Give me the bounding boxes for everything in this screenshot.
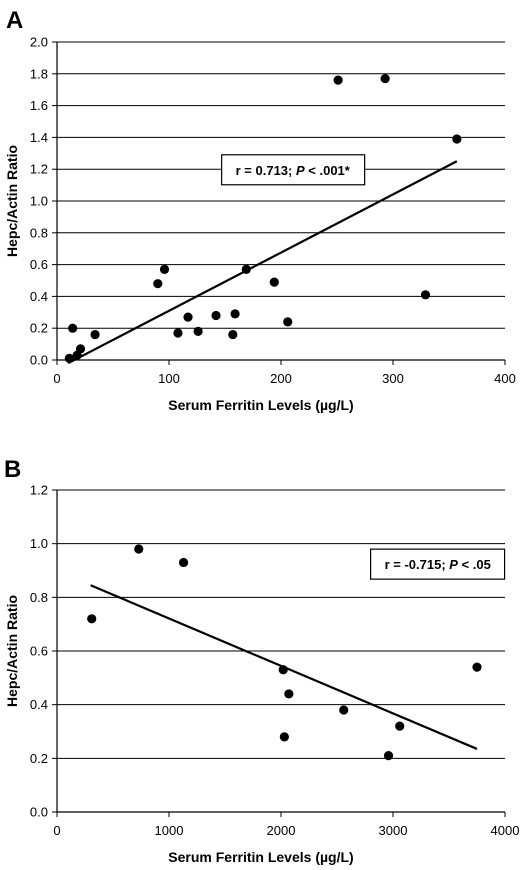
trendline	[67, 160, 458, 365]
y-tick-label: 1.8	[30, 66, 48, 81]
y-axis-title: Hepc/Actin Ratio	[4, 145, 20, 257]
data-point	[68, 323, 78, 333]
data-point	[159, 264, 170, 274]
x-tick-label: 4000	[491, 823, 520, 838]
y-axis-title: Hepc/Actin Ratio	[4, 595, 20, 707]
data-point	[178, 557, 189, 568]
annotation-r-value: r = 0.713;	[236, 163, 296, 178]
y-tick-label: 0.0	[30, 805, 48, 820]
data-point	[134, 544, 144, 554]
y-tick-label: 0.4	[30, 697, 48, 712]
x-axis-title: Serum Ferritin Levels (µg/L)	[168, 397, 353, 413]
x-tick-label: 400	[494, 371, 516, 386]
x-tick-label: 100	[158, 371, 180, 386]
data-point	[241, 264, 251, 274]
data-point	[228, 329, 238, 340]
y-tick-label: 0.6	[30, 257, 48, 272]
y-tick-label: 0.2	[30, 321, 48, 336]
data-point	[278, 665, 288, 675]
y-tick-label: 0.8	[30, 590, 48, 605]
x-tick-label: 0	[53, 371, 60, 386]
data-point	[420, 290, 431, 300]
y-tick-label: 1.4	[30, 130, 48, 145]
annotation-p-value: < .001*	[305, 163, 351, 178]
data-point	[339, 705, 349, 715]
data-point	[383, 751, 394, 761]
data-point	[64, 353, 74, 364]
y-tick-label: 2.0	[30, 35, 48, 50]
data-point	[193, 326, 203, 336]
data-point	[279, 732, 289, 742]
y-tick-label: 1.0	[30, 194, 48, 209]
y-tick-label: 1.2	[30, 483, 48, 498]
stats-annotation-text: r = -0.715; P < .05	[385, 557, 491, 572]
y-tick-label: 0.2	[30, 751, 48, 766]
annotation-p-symbol: P	[449, 557, 458, 572]
x-tick-label: 3000	[379, 823, 408, 838]
data-point	[452, 134, 462, 144]
data-point	[284, 689, 294, 699]
annotation-r-value: r = -0.715;	[385, 557, 450, 572]
x-tick-label: 300	[382, 371, 404, 386]
panel-a: A 0.0 0.2 0.4 0.6 0.8 1.0 1.2 1.4 1.6 1.8 2.0 0 100 20…	[4, 7, 516, 413]
y-tick-label: 0.4	[30, 289, 48, 304]
panel-letter: B	[4, 456, 21, 483]
y-tick-label: 0.6	[30, 644, 48, 659]
y-tick-label: 0.8	[30, 225, 48, 240]
data-point	[211, 310, 221, 321]
data-point	[183, 312, 193, 322]
data-point	[153, 279, 163, 289]
stats-annotation-box	[221, 154, 366, 186]
x-tick-label: 0	[53, 823, 60, 838]
stats-annotation-text: r = 0.713; P < .001*	[236, 163, 351, 178]
annotation-p-value: < .05	[458, 557, 491, 572]
data-point	[269, 277, 279, 287]
panel-letter: A	[6, 7, 23, 34]
y-tick-label: 0.0	[30, 353, 48, 368]
x-tick-label: 200	[270, 371, 292, 386]
data-point	[395, 721, 405, 731]
y-tick-label: 1.2	[30, 162, 48, 177]
data-point	[90, 329, 100, 340]
annotation-p-symbol: P	[296, 163, 305, 178]
y-tick-label: 1.0	[30, 536, 48, 551]
y-tick-label: 1.6	[30, 98, 48, 113]
data-point	[283, 317, 293, 327]
x-axis-title: Serum Ferritin Levels (µg/L)	[168, 849, 353, 865]
data-point	[87, 614, 97, 624]
data-point	[472, 662, 482, 672]
stats-annotation-box	[370, 548, 506, 580]
data-point	[333, 75, 343, 85]
data-point	[230, 309, 240, 319]
data-point	[380, 73, 390, 84]
data-point	[173, 328, 183, 338]
x-tick-label: 2000	[267, 823, 296, 838]
x-tick-label: 1000	[155, 823, 184, 838]
panel-b: B 0.0 0.2 0.4 0.6 0.8 1.0 1.2 0 1000 2000 3000 4000 S…	[4, 456, 519, 865]
data-point	[75, 344, 86, 354]
